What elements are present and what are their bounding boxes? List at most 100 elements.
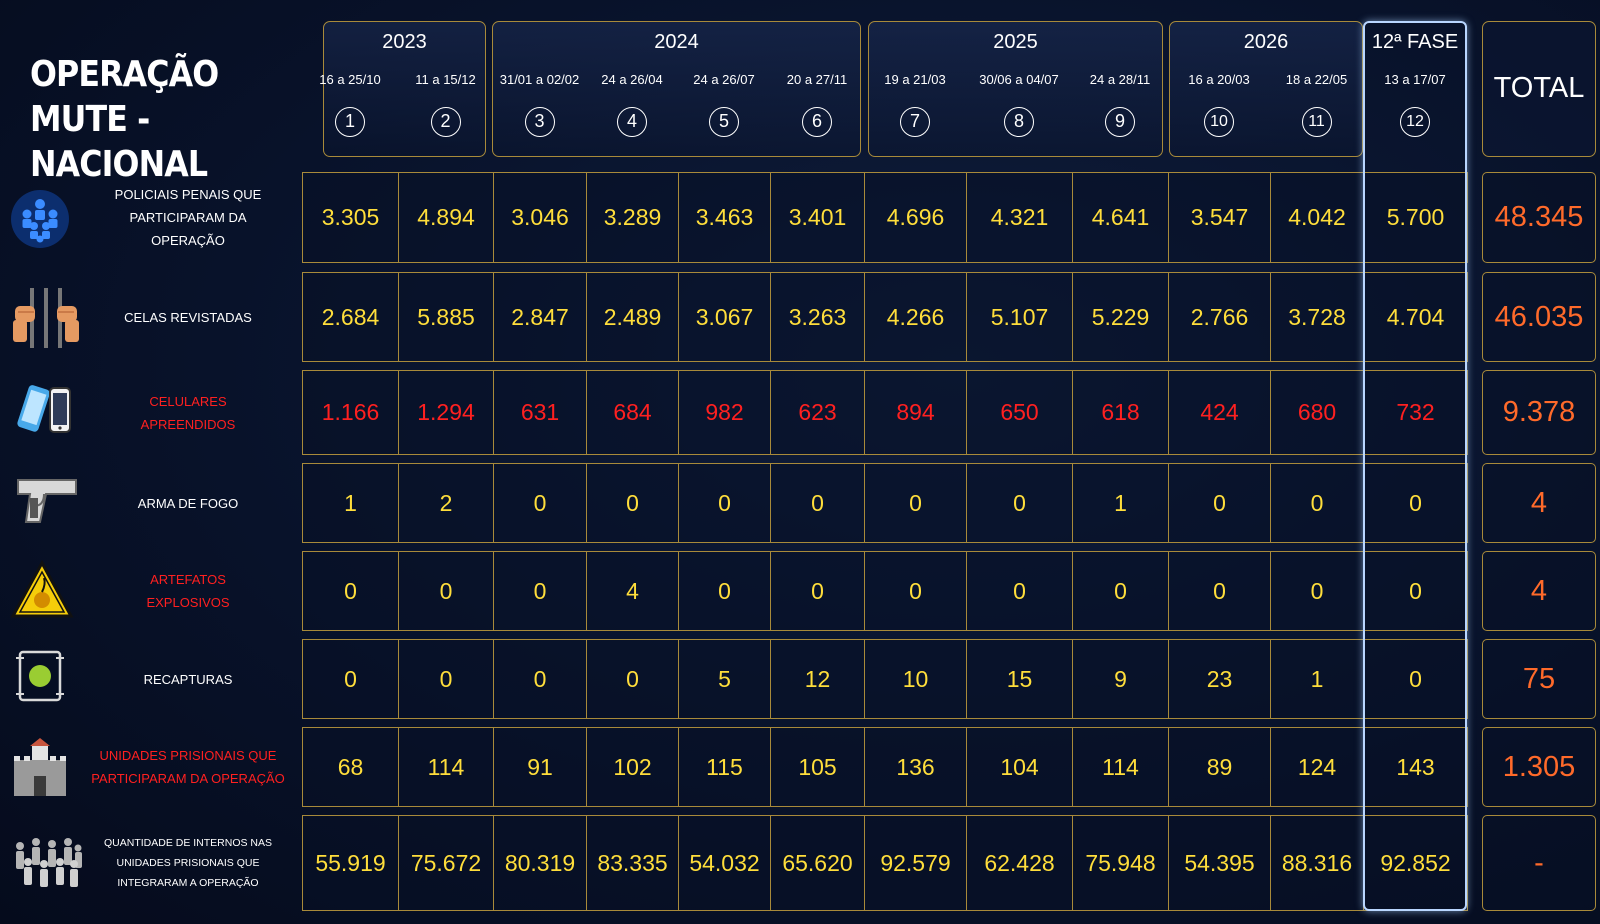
pistol-icon [10, 472, 82, 532]
table-cell: 618 [1072, 370, 1169, 455]
row-label-line: EXPLOSIVOS [146, 595, 230, 610]
table-cell: 5.107 [966, 272, 1073, 362]
title-line-1: OPERAÇÃO [30, 54, 219, 95]
row-label: UNIDADES PRISIONAIS QUE PARTICIPARAM DA O… [78, 744, 298, 790]
table-cell: 10 [864, 639, 967, 719]
table-cell: 3.547 [1168, 172, 1271, 263]
table-cell: 4.042 [1270, 172, 1364, 263]
phase-dates: 16 a 25/10 [319, 72, 381, 87]
table-cell: 89 [1168, 727, 1271, 807]
table-cell: 3.463 [678, 172, 771, 263]
row-label: POLICIAIS PENAIS QUE PARTICIPARAM DA OPERA… [78, 183, 298, 252]
table-cell: 91 [493, 727, 587, 807]
year-label: 2024 [654, 31, 699, 53]
table-cell: 102 [586, 727, 679, 807]
table-cell: 0 [864, 463, 967, 543]
page-title: OPERAÇÃO MUTE - NACIONAL [30, 52, 285, 187]
row-label-line: PARTICIPARAM DA [129, 210, 247, 225]
table-cell: 0 [398, 551, 494, 631]
phase-number-circle: 3 [524, 107, 555, 137]
total-cell: 4 [1482, 551, 1596, 631]
row-label-line: CELULARES [149, 393, 227, 409]
table-cell: 54.032 [678, 815, 771, 911]
table-cell: 0 [770, 463, 865, 543]
explosive-warning-icon [10, 559, 74, 624]
table-cell: 3.401 [770, 172, 865, 263]
table-cell: 104 [966, 727, 1073, 807]
recapture-icon [10, 648, 70, 708]
phase-dates: 31/01 a 02/02 [499, 72, 580, 87]
total-cell: - [1482, 815, 1596, 911]
table-cell: 0 [1270, 551, 1364, 631]
total-cell: 46.035 [1482, 272, 1596, 362]
row-label-line: ARMA DE FOGO [137, 495, 239, 511]
phase-dates: 18 a 22/05 [1285, 72, 1348, 87]
table-cell: 3.305 [302, 172, 399, 263]
table-cell: 9 [1072, 639, 1169, 719]
total-cell: 4 [1482, 463, 1596, 543]
police-group-icon [10, 187, 70, 255]
table-cell: 4.894 [398, 172, 494, 263]
table-cell: 1.166 [302, 370, 399, 455]
table-cell: 0 [864, 551, 967, 631]
table-cell: 55.919 [302, 815, 399, 911]
table-cell: 88.316 [1270, 815, 1364, 911]
table-cell: 3.289 [586, 172, 679, 263]
table-cell: 0 [1168, 463, 1271, 543]
table-cell: 680 [1270, 370, 1364, 455]
table-cell: 0 [302, 639, 399, 719]
table-cell: 4.704 [1363, 272, 1468, 362]
row-label-line: RECAPTURAS [143, 671, 233, 687]
table-cell: 623 [770, 370, 865, 455]
table-cell: 0 [966, 551, 1073, 631]
table-cell: 0 [302, 551, 399, 631]
table-cell: 105 [770, 727, 865, 807]
phase-dates: 19 a 21/03 [884, 72, 946, 87]
phase-number-circle: 9 [1105, 107, 1135, 137]
phase-dates: 20 a 27/11 [786, 72, 848, 87]
table-cell: 4.266 [864, 272, 967, 362]
prison-bars-icon [10, 286, 82, 354]
table-cell: 54.395 [1168, 815, 1271, 911]
table-cell: 80.319 [493, 815, 587, 911]
table-cell: 4.696 [864, 172, 967, 263]
row-label-line: INTEGRARAM A OPERAÇÃO [117, 877, 259, 889]
prison-building-icon [10, 736, 70, 804]
table-cell: 3.067 [678, 272, 771, 362]
phase-number-circle: 10 [1204, 107, 1234, 137]
table-cell: 982 [678, 370, 771, 455]
row-label-line: UNIDADES PRISIONAIS QUE [99, 748, 277, 763]
total-cell: 9.378 [1482, 370, 1596, 455]
row-label-line: POLICIAIS PENAIS QUE [114, 187, 262, 202]
table-cell: 684 [586, 370, 679, 455]
table-cell: 894 [864, 370, 967, 455]
table-cell: 0 [678, 463, 771, 543]
table-cell: 4 [586, 551, 679, 631]
phase-number-circle: 4 [617, 107, 647, 137]
table-cell: 143 [1363, 727, 1468, 807]
table-cell: 5.885 [398, 272, 494, 362]
phase-number-circle: 5 [709, 107, 739, 137]
table-cell: 114 [398, 727, 494, 807]
year-label: 2026 [1243, 31, 1289, 53]
table-cell: 0 [1168, 551, 1271, 631]
table-cell: 2.766 [1168, 272, 1271, 362]
table-cell: 2.847 [493, 272, 587, 362]
phase-dates: 30/06 a 04/07 [979, 72, 1059, 87]
table-cell: 0 [586, 639, 679, 719]
row-label: ARMA DE FOGO [78, 492, 298, 515]
table-cell: 92.852 [1363, 815, 1468, 911]
year-label: 2023 [382, 31, 427, 53]
cellphones-icon [10, 382, 80, 442]
year-label: 2025 [993, 31, 1038, 53]
phase-dates: 24 a 26/04 [601, 72, 663, 87]
row-label: CELULARES APREENDIDOS [78, 390, 298, 436]
total-cell: 1.305 [1482, 727, 1596, 807]
table-cell: 3.046 [493, 172, 587, 263]
phase-dates: 13 a 17/07 [1384, 72, 1446, 87]
table-cell: 2.684 [302, 272, 399, 362]
row-label: CELAS REVISTADAS [78, 306, 298, 329]
table-cell: 0 [770, 551, 865, 631]
table-cell: 23 [1168, 639, 1271, 719]
table-cell: 0 [678, 551, 771, 631]
